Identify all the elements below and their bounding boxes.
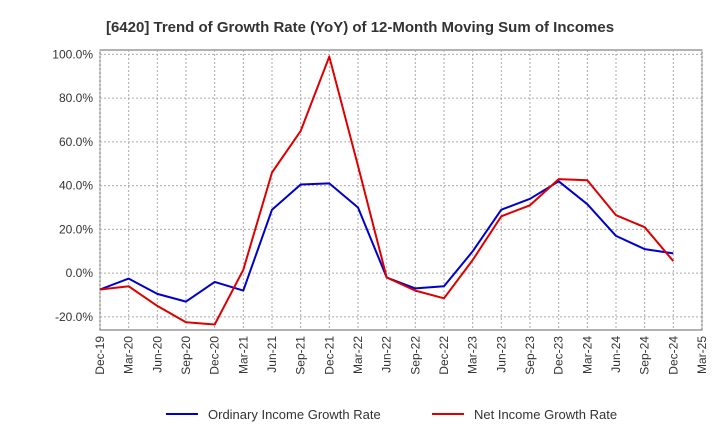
legend: Ordinary Income Growth Rate Net Income Gr…	[166, 407, 617, 422]
series-line	[99, 55, 675, 326]
x-tick-label: Sep-21	[294, 336, 308, 375]
legend-label: Ordinary Income Growth Rate	[208, 407, 381, 422]
x-tick-label: Dec-24	[666, 336, 680, 375]
y-tick-label: 40.0%	[59, 179, 93, 193]
x-tick-label: Mar-23	[466, 336, 480, 374]
chart-title: [6420] Trend of Growth Rate (YoY) of 12-…	[106, 19, 614, 36]
y-tick-label: 20.0%	[59, 222, 93, 236]
x-tick-label: Mar-22	[351, 336, 365, 374]
x-tick-label: Jun-24	[609, 336, 623, 373]
x-tick-label: Dec-23	[552, 336, 566, 375]
x-axis: Dec-19 Mar-20 Jun-20 Sep-20 Dec-20 Mar-21 Jun-…	[93, 336, 709, 375]
x-tick-label: Sep-22	[408, 336, 422, 375]
y-tick-label: 60.0%	[59, 135, 93, 149]
legend-label: Net Income Growth Rate	[474, 407, 617, 422]
x-tick-label: Dec-20	[208, 336, 222, 375]
x-tick-label: Jun-20	[150, 336, 164, 373]
y-axis: -20.0% 0.0% 20.0% 40.0% 60.0% 80.0% 100.0%	[52, 47, 93, 324]
x-tick-label: Jun-21	[265, 336, 279, 373]
y-tick-label: 0.0%	[66, 266, 94, 280]
x-tick-label: Sep-23	[523, 336, 537, 375]
x-tick-label: Sep-20	[179, 336, 193, 375]
x-tick-label: Dec-22	[437, 336, 451, 375]
x-tick-label: Mar-24	[580, 336, 594, 374]
y-tick-label: 80.0%	[59, 91, 93, 105]
x-tick-label: Sep-24	[638, 336, 652, 375]
x-tick-label: Jun-22	[380, 336, 394, 373]
x-tick-label: Mar-21	[236, 336, 250, 374]
plot-area	[99, 49, 703, 331]
y-tick-label: -20.0%	[55, 310, 93, 324]
series-lines	[99, 55, 675, 326]
y-tick-label: 100.0%	[52, 47, 93, 61]
x-tick-label: Mar-25	[695, 336, 709, 374]
x-tick-label: Mar-20	[122, 336, 136, 374]
x-tick-label: Jun-23	[494, 336, 508, 373]
grid	[99, 50, 703, 330]
x-tick-label: Dec-19	[93, 336, 107, 375]
x-tick-label: Dec-21	[322, 336, 336, 375]
